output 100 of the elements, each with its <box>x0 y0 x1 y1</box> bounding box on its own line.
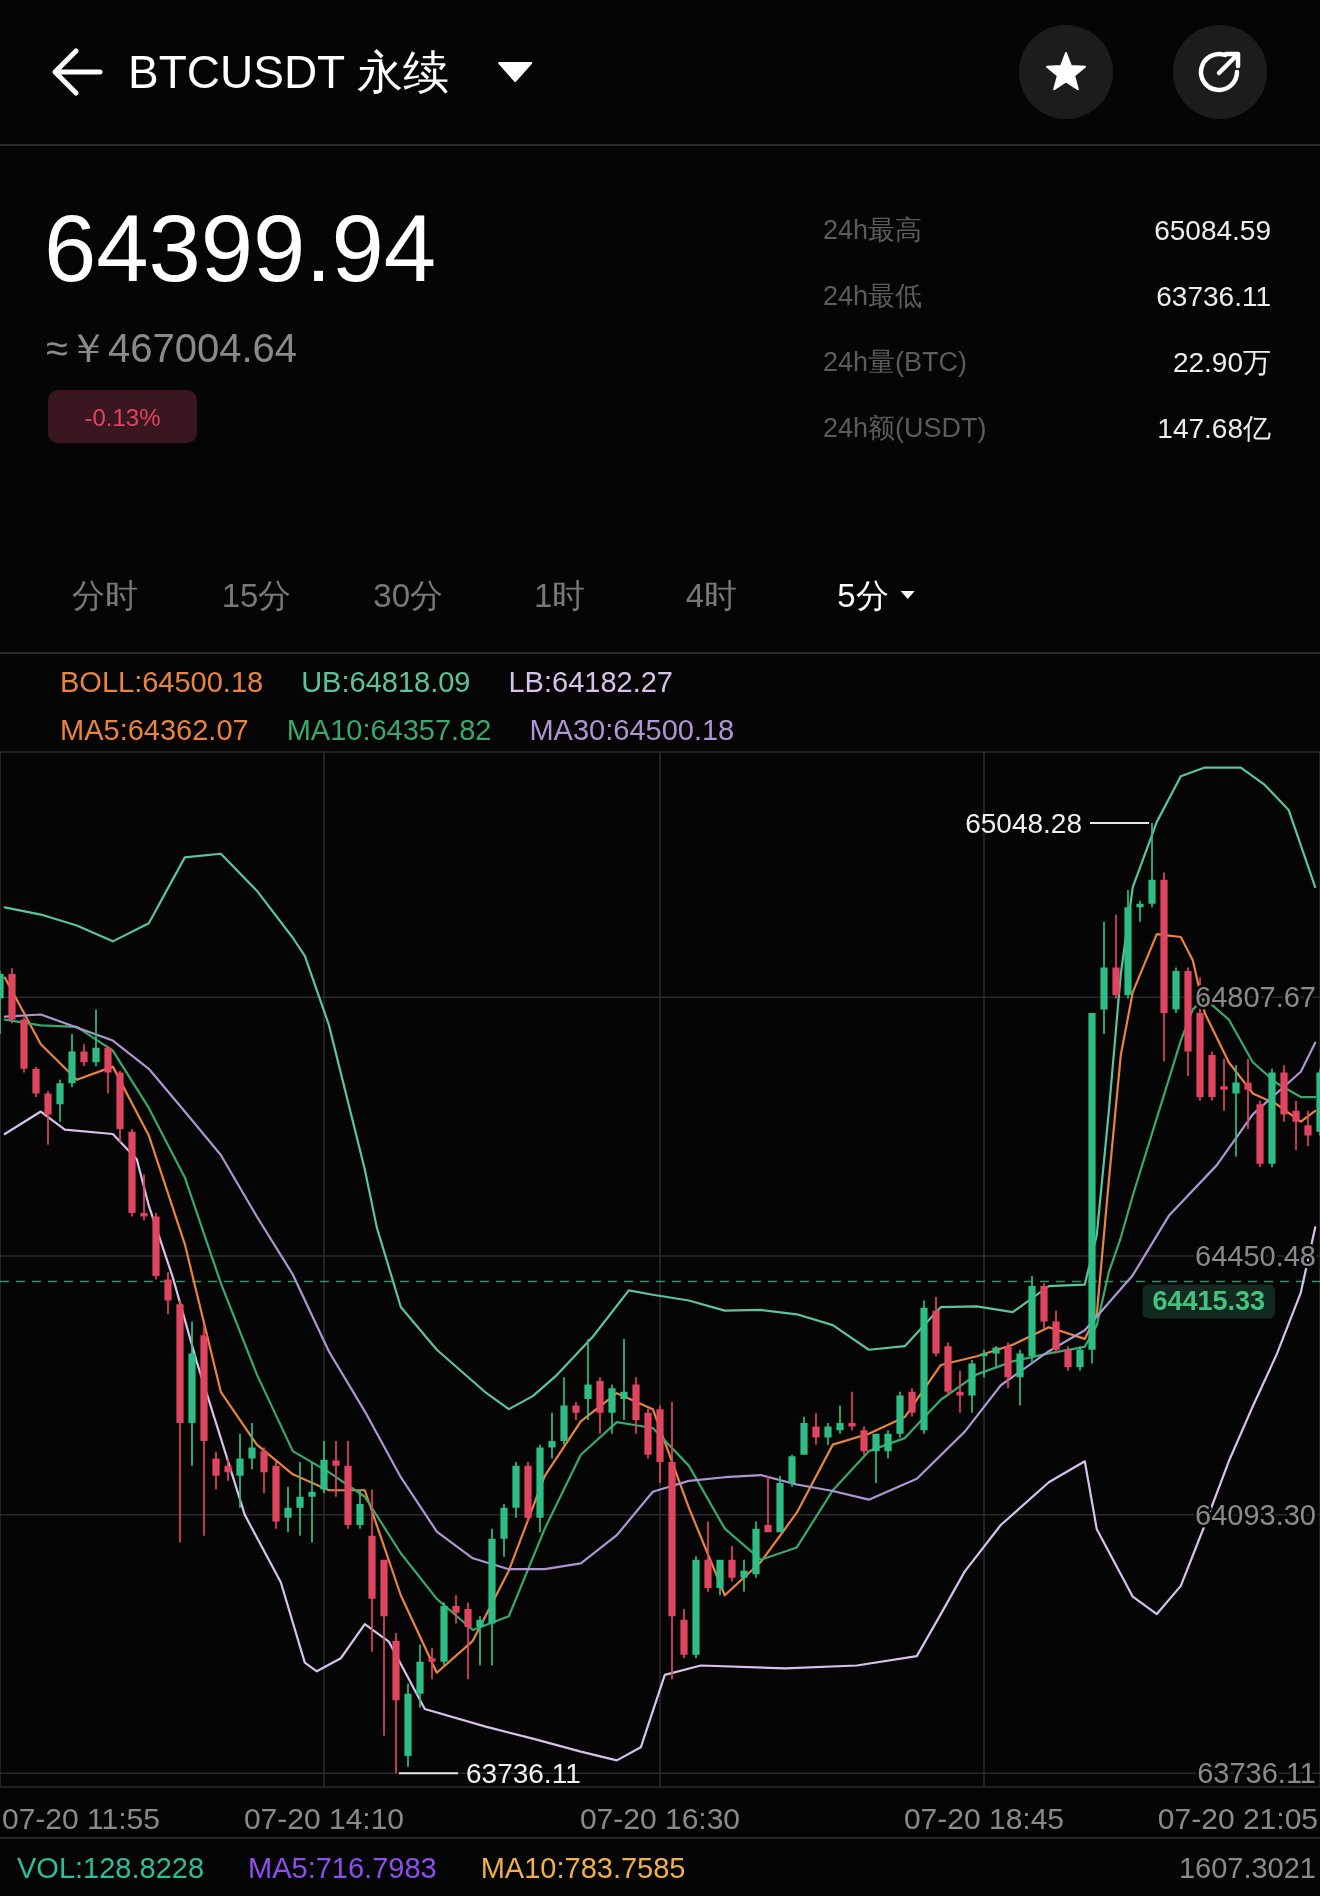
candlestick <box>980 1349 988 1378</box>
candlestick <box>140 1174 148 1221</box>
candlestick <box>680 1609 688 1659</box>
ref-line-label: 64415.33 <box>1152 1286 1265 1317</box>
candlestick <box>716 1559 724 1596</box>
candlestick <box>872 1433 880 1484</box>
text: 分时 <box>72 576 138 614</box>
candlestick <box>392 1632 400 1774</box>
candlestick <box>176 1300 184 1543</box>
candlestick <box>884 1430 892 1459</box>
candlestick <box>932 1296 940 1357</box>
candlestick <box>644 1408 652 1459</box>
candlestick <box>1004 1342 1012 1389</box>
candlestick <box>548 1412 556 1459</box>
candlestick <box>1208 1051 1216 1101</box>
candlestick <box>452 1595 460 1624</box>
candlestick <box>356 1489 364 1529</box>
candlestick <box>572 1401 580 1421</box>
candlestick <box>524 1462 532 1522</box>
candlestick <box>704 1521 712 1592</box>
candlestick <box>1160 872 1168 1062</box>
candlestick <box>380 1559 388 1736</box>
candlestick <box>752 1521 760 1578</box>
candlestick <box>944 1342 952 1396</box>
candlestick <box>308 1462 316 1543</box>
candlestick <box>1148 823 1156 908</box>
text: 24h额(USDT) <box>823 413 987 443</box>
annotation: 63736.11 <box>466 1757 581 1789</box>
candlestick <box>1292 1100 1300 1150</box>
text: 24h量(BTC) <box>823 347 968 377</box>
candlestick <box>320 1441 328 1494</box>
text: 15分 <box>221 576 292 614</box>
text: BTCUSDT 永续 <box>128 46 450 98</box>
text: 24h最低 <box>823 281 923 311</box>
candlestick <box>512 1462 520 1518</box>
candlestick <box>368 1489 376 1652</box>
candlestick <box>128 1128 136 1217</box>
candlestick <box>104 1045 112 1094</box>
candlestick <box>188 1321 196 1466</box>
candlestick <box>1016 1349 1024 1406</box>
candlestick <box>968 1359 976 1413</box>
candlestick <box>272 1462 280 1529</box>
candlestick <box>500 1504 508 1557</box>
x-tick-label: 07-20 18:45 <box>903 1801 1065 1835</box>
candlestick <box>236 1433 244 1508</box>
candlestick <box>1064 1346 1072 1371</box>
x-tick-label: 07-20 14:10 <box>243 1801 405 1835</box>
candlestick <box>44 1091 52 1145</box>
candlestick <box>1136 900 1144 922</box>
annotation: 65048.28 <box>965 807 1082 839</box>
candlestick <box>428 1648 436 1680</box>
candlestick <box>1100 921 1108 1035</box>
candlestick <box>848 1391 856 1431</box>
candlestick <box>212 1451 220 1490</box>
candlestick <box>152 1212 160 1280</box>
text: BOLL:64500.18 <box>60 666 264 698</box>
candlestick <box>20 1017 28 1073</box>
candlestick <box>404 1683 412 1767</box>
text: UB:64818.09 <box>301 666 471 698</box>
candlestick <box>1028 1275 1036 1364</box>
candlestick <box>1304 1110 1312 1147</box>
text: 64399.94 <box>44 195 437 301</box>
candlestick <box>68 1034 76 1087</box>
candlestick <box>608 1384 616 1434</box>
candlestick <box>656 1405 664 1484</box>
candlestick <box>416 1644 424 1708</box>
x-tick-label: 07-20 21:05 <box>1157 1801 1318 1835</box>
candlestick <box>992 1346 1000 1368</box>
x-tick-label: 07-20 16:30 <box>579 1801 741 1835</box>
y-tick-label: 63736.11 <box>1197 1757 1316 1790</box>
candlestick <box>80 1044 88 1066</box>
candlestick <box>1232 1065 1240 1157</box>
candlestick <box>464 1602 472 1680</box>
candlestick <box>440 1602 448 1666</box>
text: 4时 <box>685 576 738 614</box>
candlestick <box>788 1454 796 1487</box>
candlestick <box>332 1441 340 1497</box>
candlestick <box>224 1458 232 1481</box>
candlestick <box>1268 1068 1276 1168</box>
candlestick <box>1088 1013 1096 1364</box>
candlestick <box>1052 1310 1060 1354</box>
candlestick <box>824 1422 832 1445</box>
candlestick <box>1280 1065 1288 1122</box>
candlestick <box>908 1388 916 1417</box>
candlestick <box>260 1447 268 1494</box>
candlestick <box>860 1426 868 1455</box>
candlestick <box>1040 1283 1048 1329</box>
candlestick <box>1256 1100 1264 1168</box>
candlestick <box>476 1616 484 1666</box>
candlestick <box>8 968 16 1024</box>
text: 30分 <box>373 576 444 614</box>
text: 5分 <box>837 576 889 614</box>
candlestick <box>116 1070 124 1143</box>
candlestick <box>776 1475 784 1533</box>
text: MA30:64500.18 <box>529 714 735 746</box>
candlestick <box>896 1391 904 1438</box>
candlestick <box>1172 967 1180 1014</box>
candlestick <box>596 1377 604 1434</box>
candlestick <box>248 1422 256 1470</box>
candlestick <box>740 1559 748 1592</box>
